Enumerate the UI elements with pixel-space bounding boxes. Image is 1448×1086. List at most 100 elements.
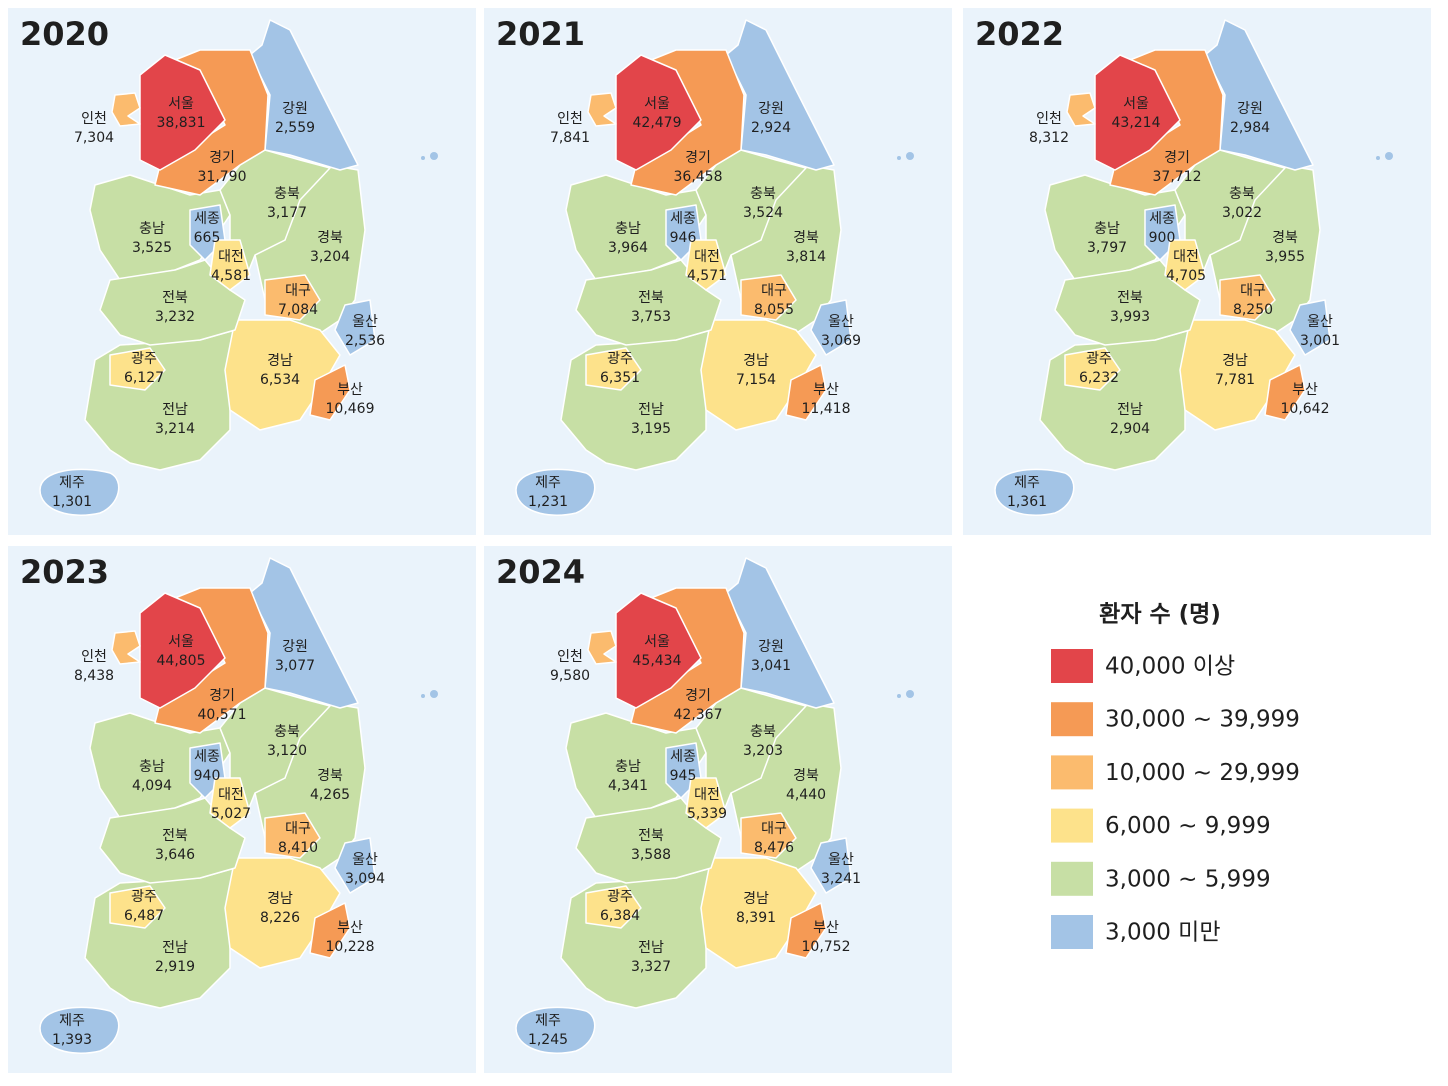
region-name: 광주 bbox=[131, 351, 157, 367]
region-name: 충남 bbox=[615, 759, 641, 775]
region bbox=[309, 364, 351, 421]
region-value: 7,841 bbox=[550, 130, 590, 146]
region-value: 31,790 bbox=[198, 169, 247, 185]
region-name: 대전 bbox=[694, 787, 720, 803]
region-value: 6,487 bbox=[124, 908, 164, 924]
region-name: 강원 bbox=[282, 101, 308, 117]
region-value: 7,084 bbox=[278, 302, 318, 318]
region-name: 경남 bbox=[267, 891, 293, 907]
region-value: 4,440 bbox=[786, 787, 826, 803]
region-name: 전북 bbox=[638, 290, 664, 306]
region-name: 부산 bbox=[813, 920, 839, 936]
region-value: 1,231 bbox=[528, 494, 568, 510]
region-name: 광주 bbox=[1086, 351, 1112, 367]
region-name: 광주 bbox=[131, 889, 157, 905]
legend-swatch bbox=[1051, 755, 1093, 790]
region-name: 전북 bbox=[638, 828, 664, 844]
region-value: 3,177 bbox=[267, 205, 307, 221]
region-value: 3,993 bbox=[1110, 309, 1150, 325]
region-name: 인천 bbox=[557, 649, 583, 665]
island bbox=[897, 156, 901, 160]
region-name: 경남 bbox=[1222, 353, 1248, 369]
region-value: 8,391 bbox=[736, 910, 776, 926]
region-name: 전남 bbox=[638, 402, 664, 418]
region-value: 3,041 bbox=[751, 658, 791, 674]
region-name: 충북 bbox=[1229, 186, 1255, 202]
island bbox=[421, 694, 425, 698]
region-value: 3,077 bbox=[275, 658, 315, 674]
region-name: 부산 bbox=[337, 920, 363, 936]
region-name: 충남 bbox=[615, 221, 641, 237]
region-value: 3,588 bbox=[631, 847, 671, 863]
island bbox=[430, 690, 438, 698]
region-value: 4,341 bbox=[608, 778, 648, 794]
region-name: 대전 bbox=[218, 249, 244, 265]
region-value: 2,904 bbox=[1110, 421, 1150, 437]
region bbox=[810, 299, 852, 356]
region-value: 3,094 bbox=[345, 871, 385, 887]
region-value: 9,580 bbox=[550, 668, 590, 684]
region-name: 전북 bbox=[162, 828, 188, 844]
region-name: 강원 bbox=[282, 639, 308, 655]
region-value: 1,361 bbox=[1007, 494, 1047, 510]
region bbox=[1066, 92, 1096, 127]
region bbox=[615, 54, 702, 171]
region-value: 8,410 bbox=[278, 840, 318, 856]
region-name: 제주 bbox=[59, 475, 85, 491]
region bbox=[209, 239, 251, 291]
region bbox=[39, 468, 120, 516]
region-value: 42,367 bbox=[674, 707, 723, 723]
region-value: 8,476 bbox=[754, 840, 794, 856]
region-value: 6,384 bbox=[600, 908, 640, 924]
region-name: 경기 bbox=[685, 150, 711, 166]
region bbox=[309, 902, 351, 959]
region-value: 6,232 bbox=[1079, 370, 1119, 386]
region bbox=[111, 630, 141, 665]
region bbox=[575, 797, 722, 884]
region bbox=[695, 687, 807, 819]
region-value: 3,001 bbox=[1300, 333, 1340, 349]
region-name: 경북 bbox=[1272, 230, 1298, 246]
island bbox=[906, 690, 914, 698]
legend-label: 6,000 ~ 9,999 bbox=[1105, 813, 1271, 839]
region-value: 1,393 bbox=[52, 1032, 92, 1048]
region-name: 세종 bbox=[1149, 211, 1175, 227]
region-name: 대구 bbox=[761, 283, 787, 299]
region-value: 38,831 bbox=[157, 115, 206, 131]
region bbox=[219, 149, 331, 281]
region bbox=[685, 777, 727, 829]
panel-year: 2021 bbox=[496, 15, 585, 53]
region-name: 충남 bbox=[1094, 221, 1120, 237]
region-value: 3,327 bbox=[631, 959, 671, 975]
region-value: 3,232 bbox=[155, 309, 195, 325]
region-name: 전북 bbox=[162, 290, 188, 306]
region-name: 광주 bbox=[607, 889, 633, 905]
region-name: 인천 bbox=[81, 111, 107, 127]
region-value: 2,559 bbox=[275, 120, 315, 136]
legend-label: 30,000 ~ 39,999 bbox=[1105, 707, 1300, 733]
region-name: 제주 bbox=[1014, 475, 1040, 491]
region-value: 40,571 bbox=[198, 707, 247, 723]
region bbox=[219, 687, 331, 819]
region-value: 3,203 bbox=[743, 743, 783, 759]
region-value: 3,204 bbox=[310, 249, 350, 265]
region-name: 경기 bbox=[1164, 150, 1190, 166]
island bbox=[897, 694, 901, 698]
region-value: 2,924 bbox=[751, 120, 791, 136]
region-value: 2,984 bbox=[1230, 120, 1270, 136]
region bbox=[109, 885, 166, 929]
map-panel: 2022 전남 2,904 광주 6,232 경북 3,955 대구 8,250 울산 3,001 경… bbox=[963, 8, 1431, 535]
legend-label: 40,000 이상 bbox=[1105, 654, 1235, 680]
region-name: 경북 bbox=[317, 230, 343, 246]
region-name: 전남 bbox=[162, 940, 188, 956]
legend-swatch bbox=[1051, 649, 1093, 683]
region-name: 충남 bbox=[139, 221, 165, 237]
region-name: 대구 bbox=[285, 283, 311, 299]
region-name: 충북 bbox=[274, 186, 300, 202]
region-value: 43,214 bbox=[1112, 115, 1161, 131]
region-value: 1,245 bbox=[528, 1032, 568, 1048]
region bbox=[209, 777, 251, 829]
region-name: 경남 bbox=[267, 353, 293, 369]
